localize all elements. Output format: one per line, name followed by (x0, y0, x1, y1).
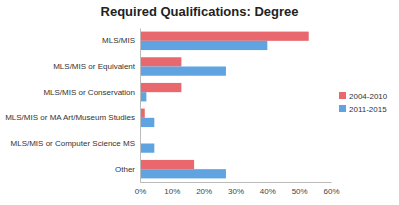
x-tick-label: 30% (228, 187, 244, 196)
bar (140, 41, 267, 50)
y-tick: MLS/MIS (102, 36, 135, 45)
legend-label: 2004-2010 (349, 92, 388, 101)
y-tick: MLS/MIS or MA Art/Museum Studies (5, 113, 135, 122)
bars (140, 32, 309, 179)
x-tick-label: 40% (260, 187, 276, 196)
x-tick-label: 10% (164, 187, 180, 196)
y-tick: Other (115, 165, 135, 174)
bar (140, 169, 226, 178)
y-tick: MLS/MIS or Equivalent (53, 62, 136, 71)
x-tick: 50% (292, 182, 308, 196)
x-tick: 40% (260, 182, 276, 196)
legend-item: 2004-2010 (339, 92, 388, 101)
plot: 0% 10% 20% 30% 40% 50% 60% MLS/MIS MLS/MIS or Eq… (5, 29, 339, 196)
bar (140, 67, 226, 76)
x-tick: 30% (228, 182, 244, 196)
bar (140, 32, 309, 41)
bar (140, 83, 181, 92)
y-tick-label: MLS/MIS (102, 36, 135, 45)
bar (140, 144, 154, 153)
y-tick: MLS/MIS or Conservation (43, 88, 135, 97)
y-axis-line (140, 29, 141, 183)
chart: Required Qualifications: Degree 0% 10% 20% 3… (0, 0, 399, 205)
legend: 2004-2010 2011-2015 (339, 92, 388, 114)
bar (140, 118, 154, 127)
x-tick: 0% (135, 182, 147, 196)
legend-swatch (339, 105, 346, 112)
series (140, 41, 267, 179)
legend-label: 2011-2015 (349, 105, 387, 114)
title: Required Qualifications: Degree (101, 4, 299, 19)
series (140, 32, 309, 170)
legend-swatch (339, 92, 346, 99)
legend-item: 2011-2015 (339, 105, 387, 114)
y-tick-label: MLS/MIS or Computer Science MS (11, 139, 135, 148)
y-tick-label: MLS/MIS or MA Art/Museum Studies (5, 113, 135, 122)
x-tick: 20% (196, 182, 212, 196)
y-axis: MLS/MIS MLS/MIS or Equivalent MLS/MIS or C… (5, 29, 140, 183)
bar (140, 57, 181, 66)
x-tick-label: 0% (135, 187, 147, 196)
x-tick: 10% (164, 182, 180, 196)
y-tick-label: Other (115, 165, 135, 174)
x-axis: 0% 10% 20% 30% 40% 50% 60% (135, 182, 340, 196)
y-tick-label: MLS/MIS or Equivalent (53, 62, 136, 71)
bar (140, 160, 194, 169)
x-axis-line (141, 182, 332, 183)
x-tick-label: 60% (323, 187, 339, 196)
y-tick: MLS/MIS or Computer Science MS (11, 139, 135, 148)
x-tick-label: 20% (196, 187, 212, 196)
y-tick-label: MLS/MIS or Conservation (43, 88, 135, 97)
x-tick-label: 50% (292, 187, 308, 196)
x-tick: 60% (323, 182, 339, 196)
